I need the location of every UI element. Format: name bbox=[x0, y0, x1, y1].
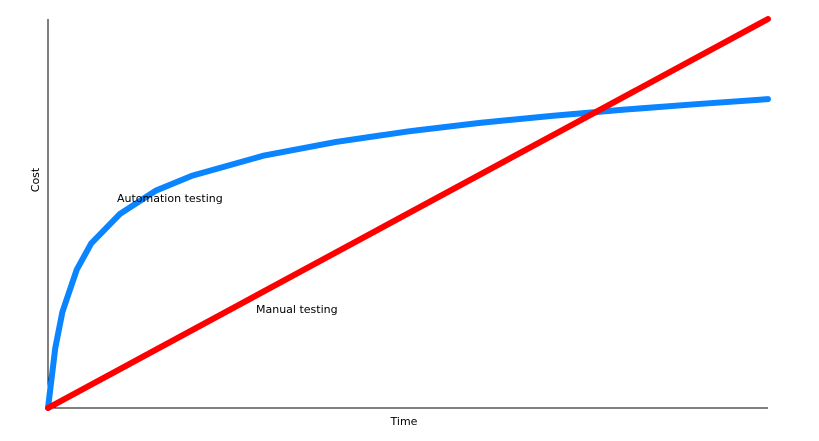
automation-testing-line bbox=[45, 96, 771, 411]
x-axis-label: Time bbox=[390, 415, 418, 428]
manual-testing-label: Manual testing bbox=[256, 303, 338, 316]
manual-testing-line bbox=[45, 16, 771, 411]
y-axis-label: Cost bbox=[29, 167, 42, 192]
automation-testing-label: Automation testing bbox=[117, 192, 223, 205]
